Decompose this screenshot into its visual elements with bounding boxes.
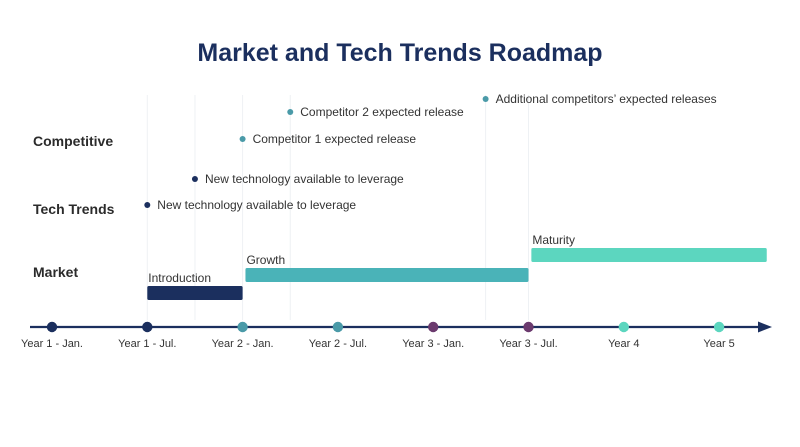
- milestone-label-competitor-2-expected-release: Competitor 2 expected release: [300, 105, 464, 119]
- milestone-label-additional-competitors-expected-releases: Additional competitors’ expected release…: [496, 92, 717, 106]
- milestone-dot: [191, 176, 198, 182]
- phase-label-introduction: Introduction: [148, 271, 211, 285]
- timeline-dot-year-2-jan: [237, 321, 248, 333]
- timeline-label-year-2-jan: Year 2 - Jan.: [212, 338, 274, 350]
- milestones: New technology available to leverage New …: [144, 92, 717, 212]
- timeline-dot-year-2-jul: [332, 321, 344, 333]
- phase-bar-growth: [245, 268, 529, 282]
- timeline-label-year-3-jul: Year 3 - Jul.: [499, 338, 557, 350]
- timeline-label-year-1-jan: Year 1 - Jan.: [21, 338, 83, 350]
- timeline-label-year-3-jan: Year 3 - Jan.: [402, 338, 464, 350]
- timeline-label-year-4: Year 4: [608, 338, 639, 350]
- guide-lines: [146, 95, 529, 320]
- timeline-dot-year-1-jul: [142, 321, 153, 333]
- phase-label-growth: Growth: [246, 253, 285, 267]
- milestone-label-competitor-1-expected-release: Competitor 1 expected release: [253, 132, 417, 146]
- page-title: Market and Tech Trends Roadmap: [197, 39, 602, 67]
- milestone-label-new-technology-available-to-leverage: New technology available to leverage: [157, 198, 356, 212]
- timeline-dot-year-3-jan: [428, 321, 439, 333]
- row-label-market: Market: [33, 264, 78, 280]
- timeline-dot-year-5: [713, 321, 725, 333]
- milestone-dot: [144, 202, 151, 208]
- timeline-label-year-1-jul: Year 1 - Jul.: [118, 338, 176, 350]
- market-phases: Introduction Growth Maturity: [147, 233, 767, 300]
- milestone-label-new-technology-available-to-leverage: New technology available to leverage: [205, 172, 404, 186]
- timeline-label-year-2-jul: Year 2 - Jul.: [309, 338, 367, 350]
- timeline-dot-year-1-jan: [46, 321, 58, 333]
- milestone-dot: [287, 109, 294, 115]
- timeline-axis: Year 1 - Jan. Year 1 - Jul. Year 2 - Jan. Y…: [21, 321, 772, 350]
- row-label-tech-trends: Tech Trends: [33, 201, 115, 217]
- phase-label-maturity: Maturity: [532, 233, 575, 247]
- phase-bar-maturity: [531, 248, 767, 262]
- timeline-dot-year-3-jul: [523, 321, 534, 333]
- row-label-competitive: Competitive: [33, 133, 113, 149]
- timeline-label-year-5: Year 5: [703, 338, 734, 350]
- milestone-dot: [239, 136, 246, 142]
- timeline-dot-year-4: [618, 321, 629, 333]
- milestone-dot: [482, 96, 489, 102]
- phase-bar-introduction: [147, 286, 243, 300]
- timeline-arrow-icon: [758, 321, 772, 333]
